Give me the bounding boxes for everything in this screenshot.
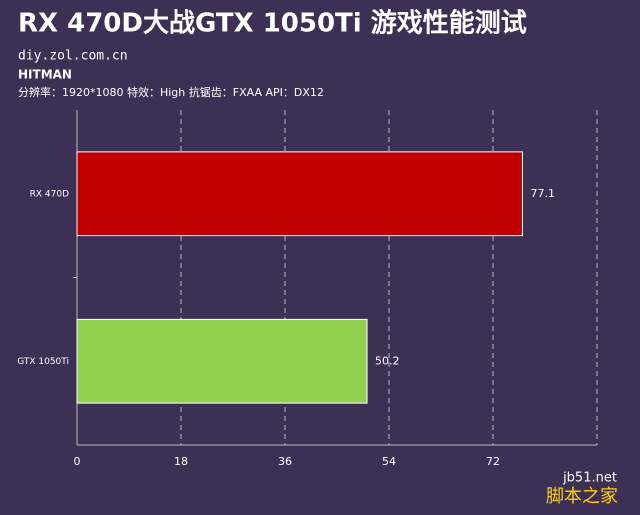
- x-tick-label: 18: [174, 455, 188, 468]
- x-tick-label: 36: [278, 455, 292, 468]
- watermark: jb51.net: [562, 471, 617, 486]
- bar: [76, 151, 523, 237]
- value-label: 50.2: [375, 354, 400, 367]
- subtitle: diy.zol.com.cn: [18, 49, 128, 64]
- x-tick-label: 0: [74, 455, 81, 468]
- x-tick-label: 72: [486, 455, 500, 468]
- bar: [76, 318, 368, 404]
- value-label: 77.1: [530, 187, 555, 200]
- subtitle: HITMAN: [18, 68, 72, 82]
- watermark: 脚本之家: [546, 486, 618, 507]
- y-tick-label: GTX 1050Ti: [17, 357, 69, 367]
- subtitle: 分辨率：1920*1080 特效：High 抗锯齿：FXAA API：DX12: [18, 85, 324, 99]
- x-tick-label: 54: [382, 455, 396, 468]
- y-tick-label: RX 470D: [30, 189, 69, 199]
- chart-title: RX 470D大战GTX 1050Ti 游戏性能测试: [18, 8, 527, 39]
